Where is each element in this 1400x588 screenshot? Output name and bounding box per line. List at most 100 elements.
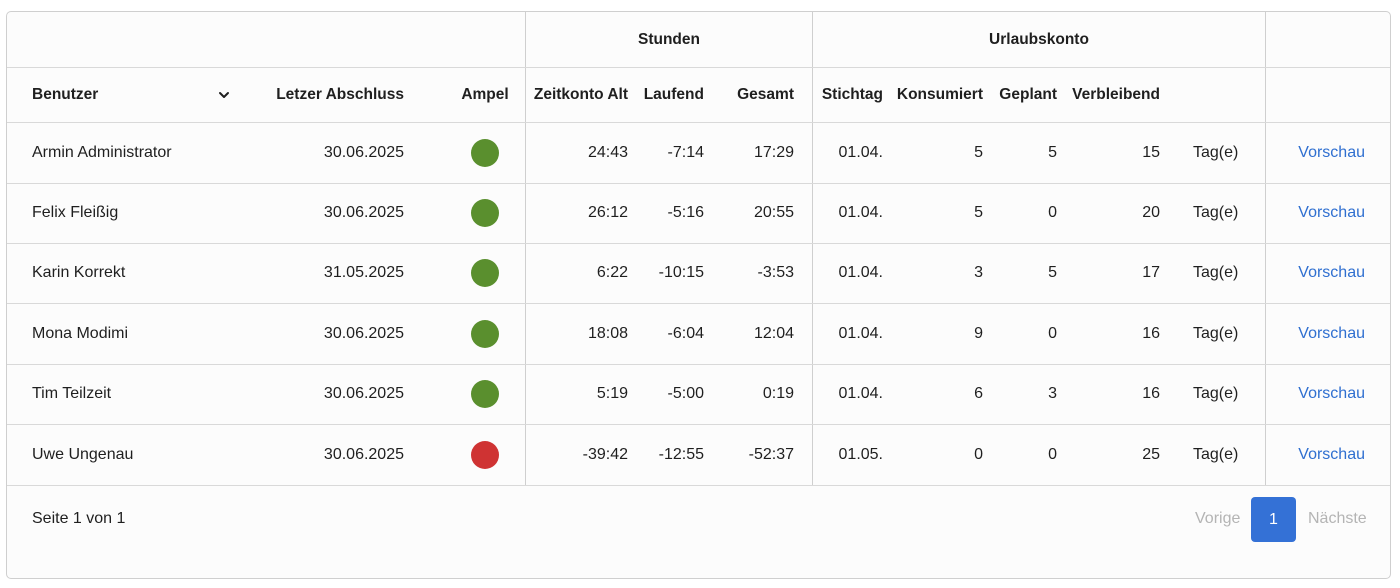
cell-benutzer: Armin Administrator [32,144,172,161]
cell-geplant: 5 [1048,264,1057,281]
cell-stichtag: 01.04. [838,204,883,221]
cell-geplant: 0 [1048,204,1057,221]
pagination-current-page[interactable]: 1 [1251,497,1296,542]
column-header-benutzer[interactable]: Benutzer [32,86,99,103]
chevron-down-icon[interactable] [217,88,231,102]
cell-unit: Tag(e) [1193,325,1239,342]
cell-verbleibend: 16 [1142,325,1160,342]
cell-laufend: -10:15 [658,264,704,281]
cell-gesamt: 17:29 [753,144,794,161]
cell-gesamt: 20:55 [753,204,794,221]
cell-verbleibend: 25 [1142,446,1160,463]
cell-gesamt: 12:04 [753,325,794,342]
cell-verbleibend: 17 [1142,264,1160,281]
divider-row [7,183,1390,184]
preview-link[interactable]: Vorschau [1298,385,1365,402]
cell-laufend: -7:14 [667,144,704,161]
status-light-green [471,380,499,408]
cell-gesamt: -3:53 [757,264,794,281]
cell-letzter-abschluss: 30.06.2025 [323,144,404,161]
cell-verbleibend: 20 [1142,204,1160,221]
divider-header-bottom [7,122,1390,123]
divider-header [7,67,1390,68]
page-info: Seite 1 von 1 [32,510,126,527]
column-header-zeitkonto-alt: Zeitkonto Alt [533,86,628,103]
cell-unit: Tag(e) [1193,385,1239,402]
cell-unit: Tag(e) [1193,264,1239,281]
column-header-ampel: Ampel [461,86,509,103]
status-light-green [471,139,499,167]
cell-zeitkonto-alt: 5:19 [596,385,628,402]
pagination-prev-button[interactable]: Vorige [1195,510,1241,527]
user-overview-table: Stunden Urlaubskonto Benutzer Letzer Abs… [6,11,1391,579]
divider-stunden-left [525,12,526,485]
cell-benutzer: Felix Fleißig [32,204,119,221]
cell-geplant: 0 [1048,325,1057,342]
cell-konsumiert: 3 [974,264,983,281]
cell-benutzer: Tim Teilzeit [32,385,112,402]
cell-konsumiert: 9 [974,325,983,342]
cell-stichtag: 01.04. [838,264,883,281]
column-header-stichtag: Stichtag [821,86,883,103]
cell-unit: Tag(e) [1193,144,1239,161]
cell-stichtag: 01.04. [838,325,883,342]
cell-konsumiert: 0 [974,446,983,463]
cell-verbleibend: 16 [1142,385,1160,402]
status-light-green [471,259,499,287]
cell-gesamt: -52:37 [748,446,794,463]
cell-benutzer: Karin Korrekt [32,264,126,281]
cell-laufend: -6:04 [667,325,704,342]
cell-stichtag: 01.04. [838,144,883,161]
column-header-geplant: Geplant [999,86,1057,103]
cell-zeitkonto-alt: 6:22 [596,264,628,281]
cell-zeitkonto-alt: 18:08 [587,325,628,342]
status-light-red [471,441,499,469]
column-header-konsumiert: Konsumiert [896,86,983,103]
cell-stichtag: 01.04. [838,385,883,402]
cell-zeitkonto-alt: 24:43 [587,144,628,161]
cell-benutzer: Mona Modimi [32,325,129,342]
cell-geplant: 0 [1048,446,1057,463]
cell-konsumiert: 6 [974,385,983,402]
status-light-green [471,199,499,227]
cell-konsumiert: 5 [974,144,983,161]
cell-stichtag: 01.05. [838,446,883,463]
preview-link[interactable]: Vorschau [1298,446,1365,463]
column-header-letzter-abschluss: Letzer Abschluss [276,86,404,103]
group-header-urlaubskonto: Urlaubskonto [989,31,1089,48]
preview-link[interactable]: Vorschau [1298,204,1365,221]
divider-actions-left [1265,12,1266,485]
cell-geplant: 3 [1048,385,1057,402]
group-header-stunden: Stunden [638,31,700,48]
column-header-verbleibend: Verbleibend [1072,86,1160,103]
cell-letzter-abschluss: 30.06.2025 [323,204,404,221]
divider-row [7,303,1390,304]
cell-zeitkonto-alt: 26:12 [587,204,628,221]
cell-letzter-abschluss: 30.06.2025 [323,325,404,342]
cell-gesamt: 0:19 [762,385,794,402]
preview-link[interactable]: Vorschau [1298,264,1365,281]
cell-letzter-abschluss: 31.05.2025 [323,264,404,281]
cell-zeitkonto-alt: -39:42 [582,446,628,463]
divider-row [7,424,1390,425]
cell-geplant: 5 [1048,144,1057,161]
column-header-laufend: Laufend [643,86,704,103]
pagination-next-button[interactable]: Nächste [1308,510,1367,527]
cell-unit: Tag(e) [1193,204,1239,221]
cell-konsumiert: 5 [974,204,983,221]
divider-row [7,243,1390,244]
divider-urlaub-left [812,12,813,485]
cell-laufend: -5:16 [667,204,704,221]
cell-laufend: -12:55 [658,446,704,463]
divider-row [7,364,1390,365]
preview-link[interactable]: Vorschau [1298,325,1365,342]
cell-unit: Tag(e) [1193,446,1239,463]
cell-benutzer: Uwe Ungenau [32,446,134,463]
cell-letzter-abschluss: 30.06.2025 [323,446,404,463]
cell-verbleibend: 15 [1142,144,1160,161]
preview-link[interactable]: Vorschau [1298,144,1365,161]
status-light-green [471,320,499,348]
divider-footer [7,485,1390,486]
column-header-gesamt: Gesamt [737,86,794,103]
cell-letzter-abschluss: 30.06.2025 [323,385,404,402]
